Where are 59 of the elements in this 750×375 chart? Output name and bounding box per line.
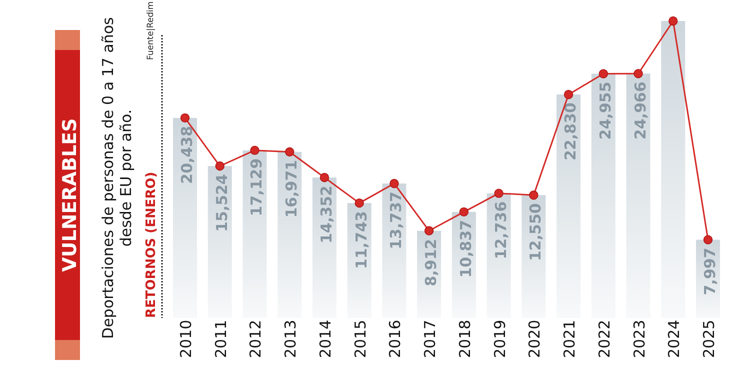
data-label: 13,737 (387, 192, 406, 250)
point (180, 113, 190, 123)
bar (626, 74, 650, 318)
x-tick-label: 2013 (282, 320, 300, 358)
point (250, 146, 260, 155)
x-tick-label: 2011 (212, 320, 230, 358)
point (634, 69, 643, 78)
data-label: 12,736 (492, 201, 510, 260)
x-tick-label: 2017 (421, 320, 440, 358)
point (598, 69, 608, 78)
point (703, 235, 713, 244)
point (354, 198, 364, 208)
data-label: 17,129 (248, 158, 266, 216)
x-tick-label: 2012 (246, 320, 265, 358)
data-label: 20,438 (178, 126, 196, 184)
data-label: 11,743 (352, 211, 370, 269)
data-label: 8,912 (422, 238, 440, 286)
data-label: 7,997 (701, 248, 719, 296)
text: Deportaciones de personas de 0 a 17 años desde EU por año. (99, 16, 135, 339)
x-tick-label: 2021 (560, 320, 579, 358)
x-tick-label: 2015 (351, 320, 370, 358)
x-tick-label: 2024 (665, 320, 684, 358)
bar (591, 74, 616, 318)
data-label: 22,830 (562, 102, 580, 160)
bar (661, 21, 686, 318)
x-tick-label: 2014 (316, 320, 334, 358)
x-tick-label: 2022 (595, 320, 614, 358)
point (564, 90, 574, 100)
bar (242, 150, 267, 318)
bar (278, 152, 302, 318)
x-tick-label: 2018 (456, 320, 474, 358)
point (494, 188, 504, 198)
bar (556, 94, 581, 318)
x-tick-label: 2019 (490, 320, 509, 358)
data-label: 16,971 (282, 160, 301, 218)
point (390, 178, 399, 188)
bar (173, 118, 197, 318)
point (668, 16, 678, 26)
x-tick-label: 2025 (700, 320, 718, 358)
data-label: 24,966 (631, 82, 650, 140)
text: VULNERABLES (59, 118, 81, 272)
point (459, 207, 469, 217)
point (424, 226, 434, 236)
x-tick-label: 2016 (386, 320, 404, 358)
source-note: Fuente|Redim (146, 1, 156, 60)
y-axis-title: RETORNOS (ENERO) (144, 172, 159, 318)
point (285, 147, 294, 156)
data-label: 12,550 (526, 203, 545, 262)
point (320, 172, 330, 182)
x-tick-label: 2023 (630, 320, 648, 358)
bar (208, 166, 232, 318)
data-label: 24,955 (596, 82, 614, 140)
data-label: 14,352 (317, 186, 336, 244)
point (529, 190, 538, 200)
data-label: 10,837 (456, 220, 475, 278)
point (215, 161, 224, 171)
x-tick-label: 2010 (177, 320, 195, 358)
x-tick-label: 2020 (526, 320, 544, 358)
data-label: 15,524 (212, 174, 231, 232)
